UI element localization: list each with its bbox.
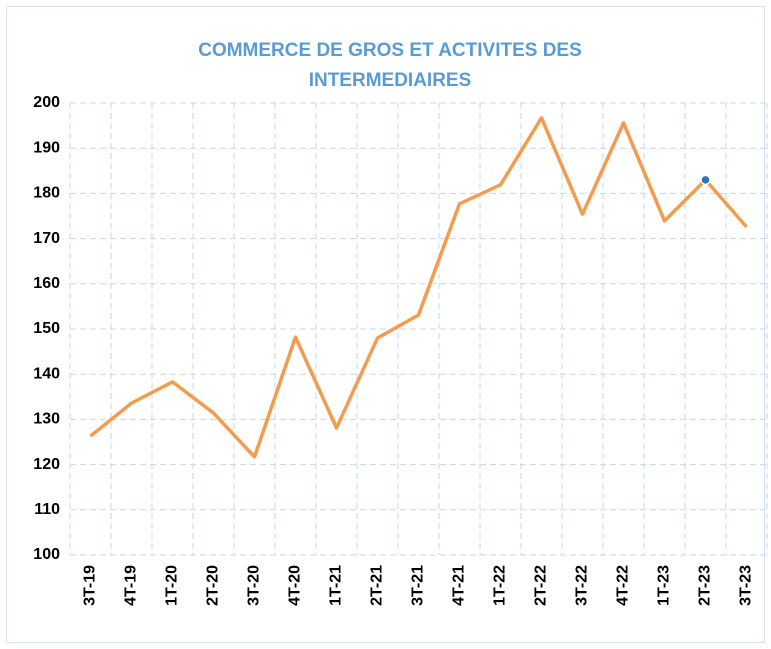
x-tick-label: 4T-19	[123, 565, 140, 606]
chart-title: COMMERCE DE GROS ET ACTIVITES DES	[198, 40, 582, 61]
x-tick-label: 3T-21	[410, 565, 427, 606]
x-tick-label: 3T-22	[574, 565, 591, 606]
x-tick-label: 2T-22	[533, 565, 550, 606]
y-tick-label: 200	[33, 94, 60, 111]
x-tick-label: 2T-21	[369, 565, 386, 606]
y-tick-label: 140	[33, 365, 60, 382]
point-marker	[700, 174, 711, 186]
x-tick-label: 1T-21	[328, 565, 345, 606]
y-tick-label: 120	[33, 456, 60, 473]
chart-title: INTERMEDIAIRES	[309, 70, 472, 91]
x-tick-label: 1T-20	[164, 565, 181, 606]
x-tick-label: 2T-20	[205, 565, 222, 606]
x-tick-label: 4T-20	[287, 565, 304, 606]
y-tick-label: 190	[33, 139, 60, 156]
x-tick-label: 3T-23	[738, 565, 755, 606]
line-series	[89, 116, 748, 459]
y-tick-label: 150	[33, 320, 60, 337]
y-tick-label: 110	[34, 501, 60, 518]
x-tick-label: 4T-22	[615, 565, 632, 606]
y-tick-label: 160	[33, 275, 60, 292]
y-tick-label: 170	[33, 230, 60, 247]
chart-border	[6, 6, 765, 643]
y-tick-label: 130	[33, 411, 60, 428]
x-tick-label: 2T-23	[697, 565, 714, 606]
x-tick-label: 3T-19	[82, 565, 99, 606]
y-tick-label: 100	[33, 546, 60, 563]
x-tick-label: 1T-23	[656, 565, 673, 606]
x-tick-label: 1T-22	[492, 565, 509, 606]
x-tick-label: 4T-21	[451, 565, 468, 606]
y-tick-label: 180	[33, 185, 60, 202]
x-tick-label: 3T-20	[246, 565, 263, 606]
